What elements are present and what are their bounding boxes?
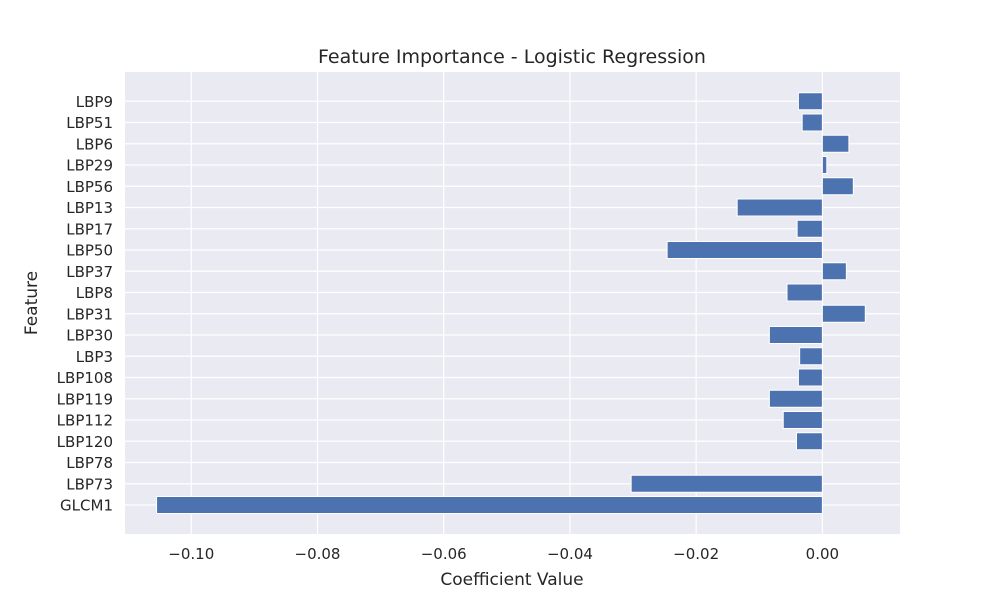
y-tick-label: LBP37 [66, 263, 113, 281]
y-tick-label: LBP8 [76, 284, 113, 302]
y-tick-labels: GLCM1 LBP73 LBP78 LBP120 LBP112 LBP119 LBP108 L… [57, 93, 113, 515]
y-tick-label: LBP50 [66, 242, 113, 260]
bar-lbp51 [801, 113, 823, 132]
y-tick-label: LBP13 [66, 199, 113, 217]
x-tick-label: −0.08 [295, 545, 341, 563]
bar-lbp30 [768, 326, 823, 344]
y-tick-label: LBP9 [76, 93, 113, 111]
bar-lbp120 [795, 432, 823, 451]
bar-lbp17 [796, 219, 823, 238]
y-tick-label: LBP31 [66, 305, 113, 323]
bar-lbp119 [768, 389, 823, 408]
y-tick-label: LBP108 [57, 369, 113, 387]
bar-lbp37 [821, 262, 847, 281]
y-tick-label: LBP119 [57, 390, 113, 408]
bar-lbp73 [630, 474, 823, 493]
y-tick-label: LBP112 [57, 412, 113, 430]
y-tick-label: LBP73 [66, 475, 113, 493]
y-tick-label: LBP29 [66, 157, 113, 175]
x-axis-label: Coefficient Value [440, 570, 583, 590]
chart-title: Feature Importance - Logistic Regression [318, 46, 706, 68]
y-tick-label: LBP78 [66, 454, 113, 472]
y-axis-label: Feature [22, 271, 42, 335]
y-tick-label: LBP51 [66, 114, 113, 132]
y-tick-label: LBP6 [76, 135, 113, 153]
bar-lbp6 [821, 134, 850, 153]
bar-lbp8 [786, 283, 823, 302]
bar-lbp3 [799, 347, 823, 366]
x-tick-label: 0.00 [806, 545, 839, 563]
y-tick-label: LBP120 [57, 433, 113, 451]
y-tick-label: GLCM1 [60, 497, 113, 515]
plot-area [125, 72, 900, 534]
bar-lbp56 [821, 177, 854, 196]
bar-lbp108 [797, 368, 823, 387]
x-tick-label: −0.04 [547, 545, 593, 563]
x-tick-labels: −0.10 −0.08 −0.06 −0.04 −0.02 0.00 [168, 545, 839, 563]
bars [156, 92, 866, 514]
y-tick-label: LBP17 [66, 220, 113, 238]
bar-lbp31 [821, 304, 866, 323]
bar-lbp13 [736, 198, 823, 217]
bar-lbp50 [666, 241, 823, 259]
bar-lbp29 [821, 156, 828, 174]
bar-lbp112 [782, 411, 823, 429]
y-tick-label: LBP30 [66, 327, 113, 345]
y-tick-label: LBP56 [66, 178, 113, 196]
bar-glcm1 [156, 496, 823, 514]
x-tick-label: −0.10 [168, 545, 214, 563]
x-tick-label: −0.06 [421, 545, 467, 563]
y-tick-label: LBP3 [76, 348, 113, 366]
x-tick-label: −0.02 [673, 545, 719, 563]
bar-lbp9 [797, 92, 823, 111]
